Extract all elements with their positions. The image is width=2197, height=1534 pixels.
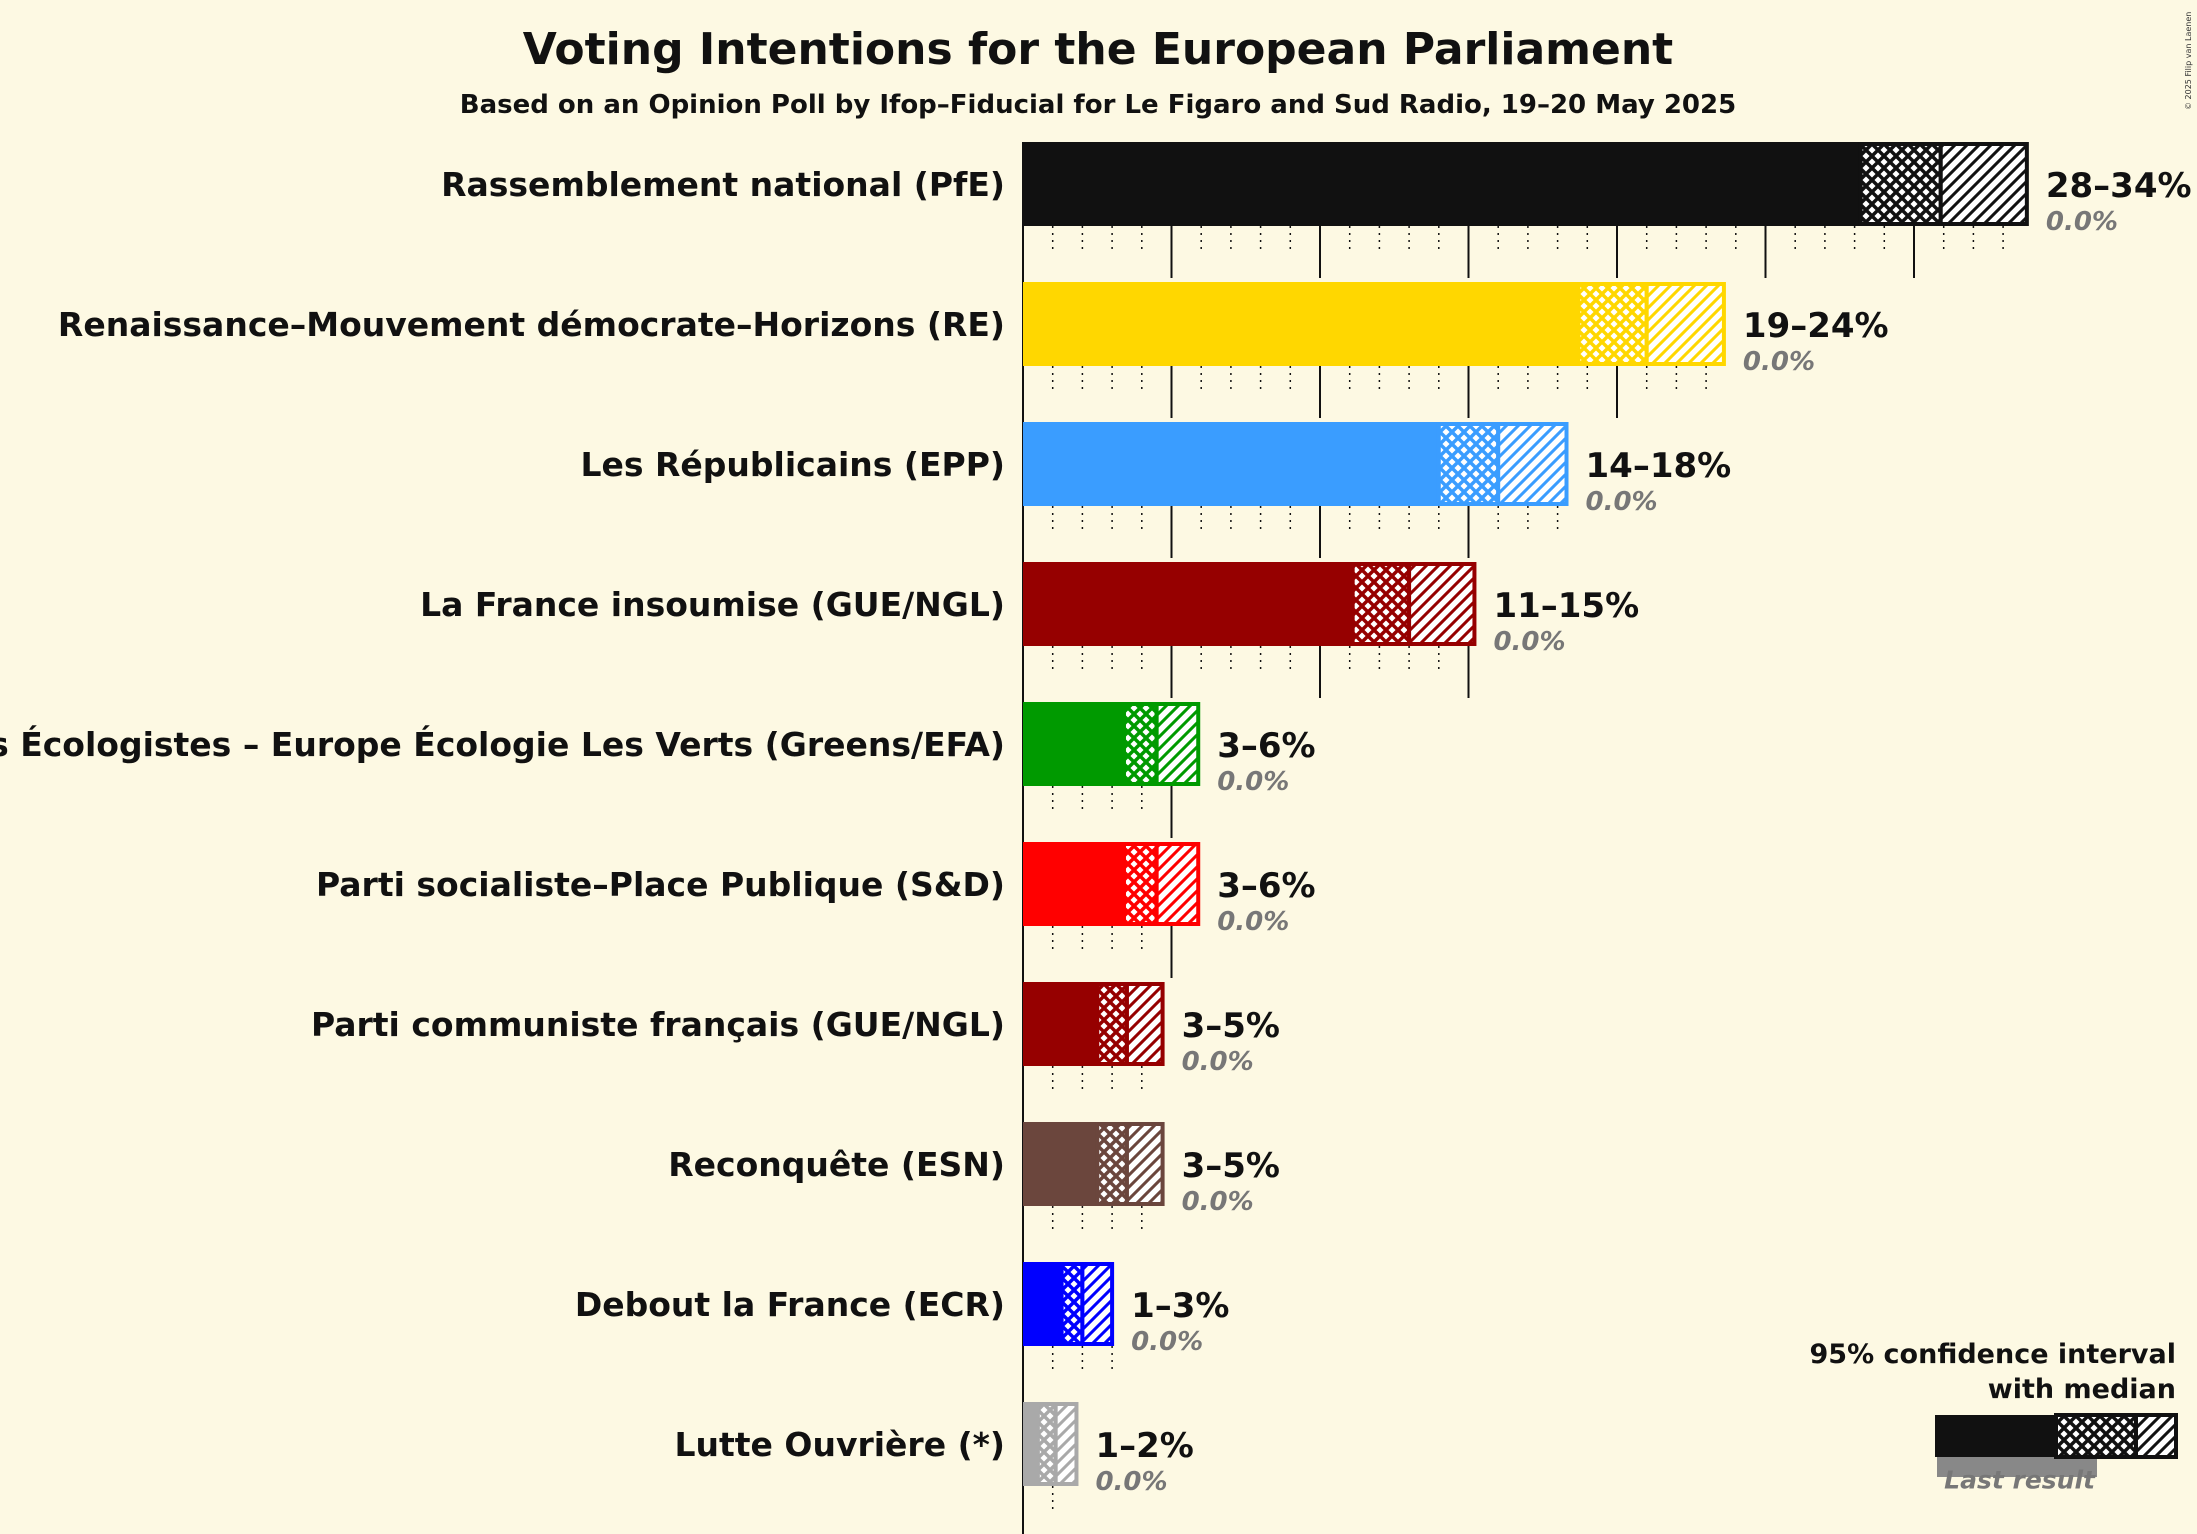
legend-last-result-label: Last result — [1944, 1466, 2096, 1495]
party-row: Renaissance–Mouvement démocrate–Horizons… — [58, 282, 1889, 377]
last-result-label: 0.0% — [1182, 1187, 1254, 1217]
legend-line1: 95% confidence interval — [1810, 1339, 2176, 1370]
bar-solid — [1023, 1402, 1038, 1486]
party-row: Parti socialiste–Place Publique (S&D) 3–6… — [316, 842, 1316, 937]
party-row: Lutte Ouvrière (*) 1–2%0.0% — [674, 1402, 1194, 1497]
legend-last-result-bar — [1937, 1457, 2097, 1477]
bar-ci-lower — [1121, 842, 1159, 926]
last-result-label: 0.0% — [1217, 907, 1289, 937]
party-label: Rassemblement national (PfE) — [441, 165, 1005, 204]
bar-ci-upper — [1124, 982, 1165, 1066]
bar-ci-lower — [1350, 562, 1412, 646]
last-result-label: 0.0% — [1743, 347, 1815, 377]
bar-solid — [1023, 1122, 1098, 1206]
bar-solid — [1023, 282, 1579, 366]
chart-title: Voting Intentions for the European Parli… — [523, 24, 1673, 75]
chart-subtitle: Based on an Opinion Poll by Ifop–Fiducia… — [460, 90, 1736, 120]
range-label: 3–5% — [1182, 1146, 1280, 1186]
bar-ci-upper — [1154, 842, 1201, 926]
party-label: Parti socialiste–Place Publique (S&D) — [316, 865, 1005, 904]
copyright: © 2025 Filip van Laenen — [2184, 12, 2193, 110]
legend-bar-solid — [1935, 1415, 2056, 1457]
legend-bar-crosshatch — [2054, 1413, 2138, 1459]
party-label: La France insoumise (GUE/NGL) — [420, 585, 1005, 624]
party-row: Parti communiste français (GUE/NGL) 3–5%0… — [311, 982, 1280, 1077]
range-label: 1–3% — [1131, 1286, 1229, 1326]
bar-solid — [1023, 142, 1861, 226]
party-label: Les Républicains (EPP) — [580, 445, 1005, 484]
bar-ci-lower — [1059, 1262, 1085, 1346]
range-label: 14–18% — [1586, 446, 1732, 486]
legend-bar-hatch — [2134, 1413, 2178, 1459]
bar-ci-upper — [1938, 142, 2029, 226]
bar-ci-upper — [1080, 1262, 1115, 1346]
range-label: 3–6% — [1217, 726, 1315, 766]
bar-ci-upper — [1053, 1402, 1079, 1486]
legend-line2: with median — [1988, 1374, 2176, 1405]
bar-ci-upper — [1644, 282, 1726, 366]
range-label: 11–15% — [1493, 586, 1639, 626]
party-label: Debout la France (ECR) — [575, 1285, 1005, 1324]
range-label: 19–24% — [1743, 306, 1889, 346]
last-result-label: 0.0% — [1131, 1327, 1203, 1357]
bar-solid — [1023, 702, 1124, 786]
party-row: Les Républicains (EPP) 14–18%0.0% — [580, 422, 1731, 517]
party-row: Rassemblement national (PfE) 28–34%0.0% — [441, 142, 2192, 237]
range-label: 28–34% — [2046, 166, 2192, 206]
last-result-label: 0.0% — [1217, 767, 1289, 797]
party-row: Les Écologistes – Europe Écologie Les Ve… — [0, 702, 1316, 797]
range-label: 3–6% — [1217, 866, 1315, 906]
party-row: Debout la France (ECR) 1–3%0.0% — [575, 1262, 1229, 1357]
last-result-label: 0.0% — [1586, 487, 1658, 517]
party-label: Renaissance–Mouvement démocrate–Horizons… — [58, 305, 1005, 344]
bar-ci-lower — [1576, 282, 1649, 366]
party-row: Reconquête (ESN) 3–5%0.0% — [668, 1122, 1280, 1217]
bar-ci-lower — [1095, 1122, 1129, 1206]
party-label: Lutte Ouvrière (*) — [674, 1425, 1005, 1464]
bar-ci-lower — [1858, 142, 1943, 226]
last-result-label: 0.0% — [1493, 627, 1565, 657]
party-label: Parti communiste français (GUE/NGL) — [311, 1005, 1005, 1044]
range-label: 3–5% — [1182, 1006, 1280, 1046]
last-result-label: 0.0% — [1095, 1467, 1167, 1497]
bars: Rassemblement national (PfE) 28–34%0.0%Re… — [0, 142, 2192, 1497]
range-label: 1–2% — [1095, 1426, 1193, 1466]
bar-solid — [1023, 562, 1353, 646]
last-result-label: 0.0% — [1182, 1047, 1254, 1077]
bar-ci-upper — [1124, 1122, 1165, 1206]
legend: 95% confidence interval with median Last… — [1810, 1339, 2178, 1495]
bar-ci-lower — [1095, 982, 1129, 1066]
bar-ci-upper — [1154, 702, 1201, 786]
bar-ci-upper — [1496, 422, 1569, 506]
bar-solid — [1023, 422, 1439, 506]
bar-solid — [1023, 1262, 1062, 1346]
last-result-label: 0.0% — [2046, 207, 2118, 237]
bar-ci-upper — [1407, 562, 1477, 646]
bar-solid — [1023, 842, 1124, 926]
bar-ci-lower — [1121, 702, 1159, 786]
party-row: La France insoumise (GUE/NGL) 11–15%0.0% — [420, 562, 1639, 657]
party-label: Les Écologistes – Europe Écologie Les Ve… — [0, 724, 1005, 764]
bar-solid — [1023, 982, 1098, 1066]
bar-ci-lower — [1035, 1402, 1058, 1486]
party-label: Reconquête (ESN) — [668, 1145, 1005, 1184]
bar-ci-lower — [1436, 422, 1501, 506]
